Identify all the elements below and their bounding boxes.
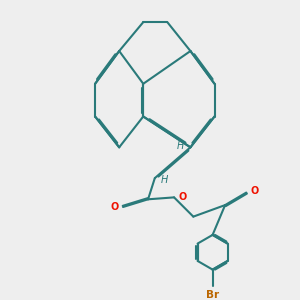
Text: O: O <box>178 192 187 203</box>
Text: O: O <box>110 202 119 212</box>
Text: H: H <box>161 175 169 184</box>
Text: Br: Br <box>206 290 219 300</box>
Text: H: H <box>177 141 184 151</box>
Text: O: O <box>250 186 259 196</box>
